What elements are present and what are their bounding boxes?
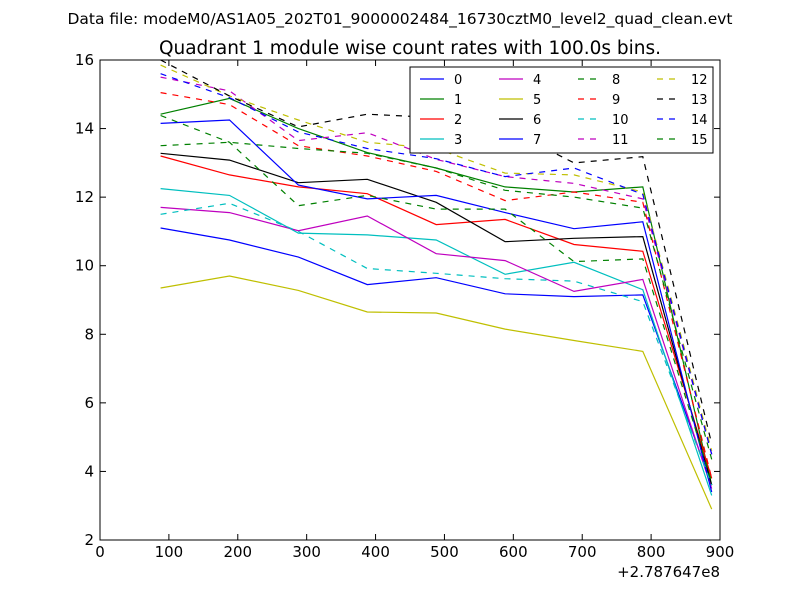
chart-title: Quadrant 1 module wise count rates with … <box>159 38 661 59</box>
legend-label-13: 13 <box>691 93 708 108</box>
x-tick-label: 600 <box>499 543 528 561</box>
x-offset-label: +2.787647e8 <box>617 563 720 581</box>
x-tick-label: 800 <box>637 543 666 561</box>
y-tick-label: 8 <box>84 325 94 343</box>
legend-label-2: 2 <box>454 113 462 128</box>
y-tick-label: 4 <box>84 462 94 480</box>
series-line-9 <box>160 92 713 479</box>
legend-label-15: 15 <box>691 133 708 148</box>
y-tick-label: 2 <box>84 531 94 549</box>
legend-label-5: 5 <box>533 93 541 108</box>
legend-label-3: 3 <box>454 133 462 148</box>
legend-label-9: 9 <box>612 93 620 108</box>
legend-label-7: 7 <box>533 133 541 148</box>
legend-label-6: 6 <box>533 113 541 128</box>
series-line-0 <box>160 227 713 486</box>
plot-frame <box>99 59 721 541</box>
series-line-6 <box>160 152 713 486</box>
series-line-1 <box>160 97 713 486</box>
x-tick-label: 100 <box>155 543 184 561</box>
y-tick-label: 6 <box>84 394 94 412</box>
y-tick-label: 10 <box>75 257 94 275</box>
legend-label-1: 1 <box>454 93 462 108</box>
series-line-14 <box>160 73 713 455</box>
x-tick-label: 500 <box>430 543 459 561</box>
x-tick-label: 300 <box>292 543 321 561</box>
series-line-7 <box>160 119 713 493</box>
legend-label-4: 4 <box>533 73 541 88</box>
legend-label-11: 11 <box>612 133 629 148</box>
series-line-10 <box>160 202 713 486</box>
x-tick-label: 700 <box>568 543 597 561</box>
y-tick-label: 16 <box>75 51 94 69</box>
series-line-11 <box>160 76 713 455</box>
y-tick-label: 14 <box>75 120 94 138</box>
series-line-5 <box>160 275 713 510</box>
x-tick-label: 400 <box>361 543 390 561</box>
legend-label-0: 0 <box>454 73 462 88</box>
legend-label-14: 14 <box>691 113 708 128</box>
legend-label-8: 8 <box>612 73 620 88</box>
series-line-8 <box>160 114 713 482</box>
series-line-3 <box>160 188 713 496</box>
x-tick-label: 0 <box>95 543 105 561</box>
legend-label-10: 10 <box>612 113 629 128</box>
series-line-4 <box>160 206 713 489</box>
chart-suptitle: Data file: modeM0/AS1A05_202T01_90000024… <box>67 10 732 29</box>
legend-label-12: 12 <box>691 73 708 88</box>
y-tick-label: 12 <box>75 188 94 206</box>
x-tick-label: 900 <box>706 543 735 561</box>
series-line-2 <box>160 155 713 479</box>
series-line-15 <box>160 141 713 460</box>
x-tick-label: 200 <box>223 543 252 561</box>
